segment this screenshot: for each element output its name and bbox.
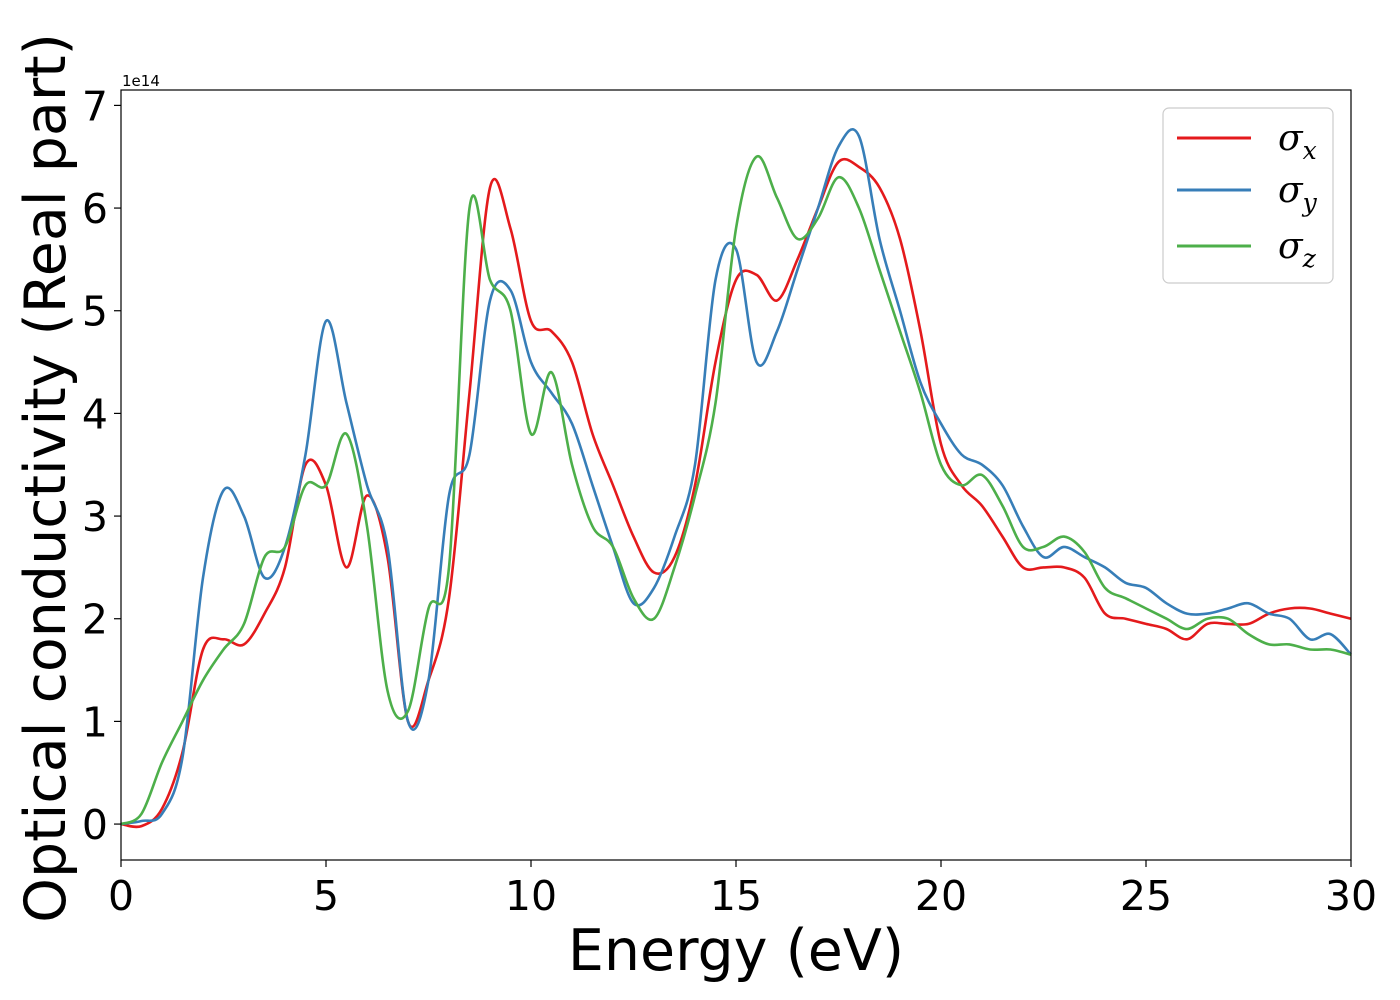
legend-label-sigma-z: σz xyxy=(1278,226,1317,273)
x-axis-title: Energy (eV) xyxy=(568,918,904,984)
legend-entry-sigma-x: σx xyxy=(1177,118,1317,165)
series-line-sigma-x xyxy=(120,157,1352,829)
y-tick-label: 6 xyxy=(82,185,108,233)
y-axis-title: Optical conductivity (Real part) xyxy=(13,33,79,923)
x-tick-label: 20 xyxy=(915,872,967,920)
legend-label-sigma-y: σy xyxy=(1278,170,1318,217)
x-tick-label: 15 xyxy=(710,872,762,920)
x-tick-label: 10 xyxy=(505,872,557,920)
legend-label-subscript: y xyxy=(1302,188,1318,217)
legend-label-base: σ xyxy=(1278,226,1304,267)
legend-label-base: σ xyxy=(1278,118,1304,159)
y-axis-ticks: 0 1 2 3 4 5 6 7 xyxy=(82,82,121,849)
y-tick-label: 3 xyxy=(82,493,108,541)
x-tick-label: 0 xyxy=(108,872,134,920)
series-line-sigma-y xyxy=(120,128,1352,826)
x-tick-label: 25 xyxy=(1120,872,1172,920)
legend-entry-sigma-z: σz xyxy=(1177,226,1317,273)
legend-entry-sigma-y: σy xyxy=(1177,170,1318,217)
y-tick-label: 4 xyxy=(82,390,108,438)
series-lines xyxy=(120,128,1352,829)
y-tick-label: 2 xyxy=(82,596,108,644)
legend: σx σy σz xyxy=(1162,107,1334,284)
x-tick-label: 5 xyxy=(313,872,339,920)
y-offset-label: 1e14 xyxy=(122,72,160,90)
legend-label-base: σ xyxy=(1278,170,1304,211)
y-tick-label: 0 xyxy=(82,801,108,849)
series-line-sigma-z xyxy=(120,155,1352,826)
legend-label-sigma-x: σx xyxy=(1278,118,1317,165)
y-tick-label: 1 xyxy=(82,698,108,746)
y-tick-label: 5 xyxy=(82,288,108,336)
legend-label-subscript: z xyxy=(1302,244,1317,273)
legend-box xyxy=(1162,107,1334,284)
x-axis-ticks: 0 5 10 15 20 25 30 xyxy=(108,860,1377,920)
legend-label-subscript: x xyxy=(1303,136,1317,165)
y-tick-label: 7 xyxy=(82,82,108,130)
x-tick-label: 30 xyxy=(1325,872,1377,920)
